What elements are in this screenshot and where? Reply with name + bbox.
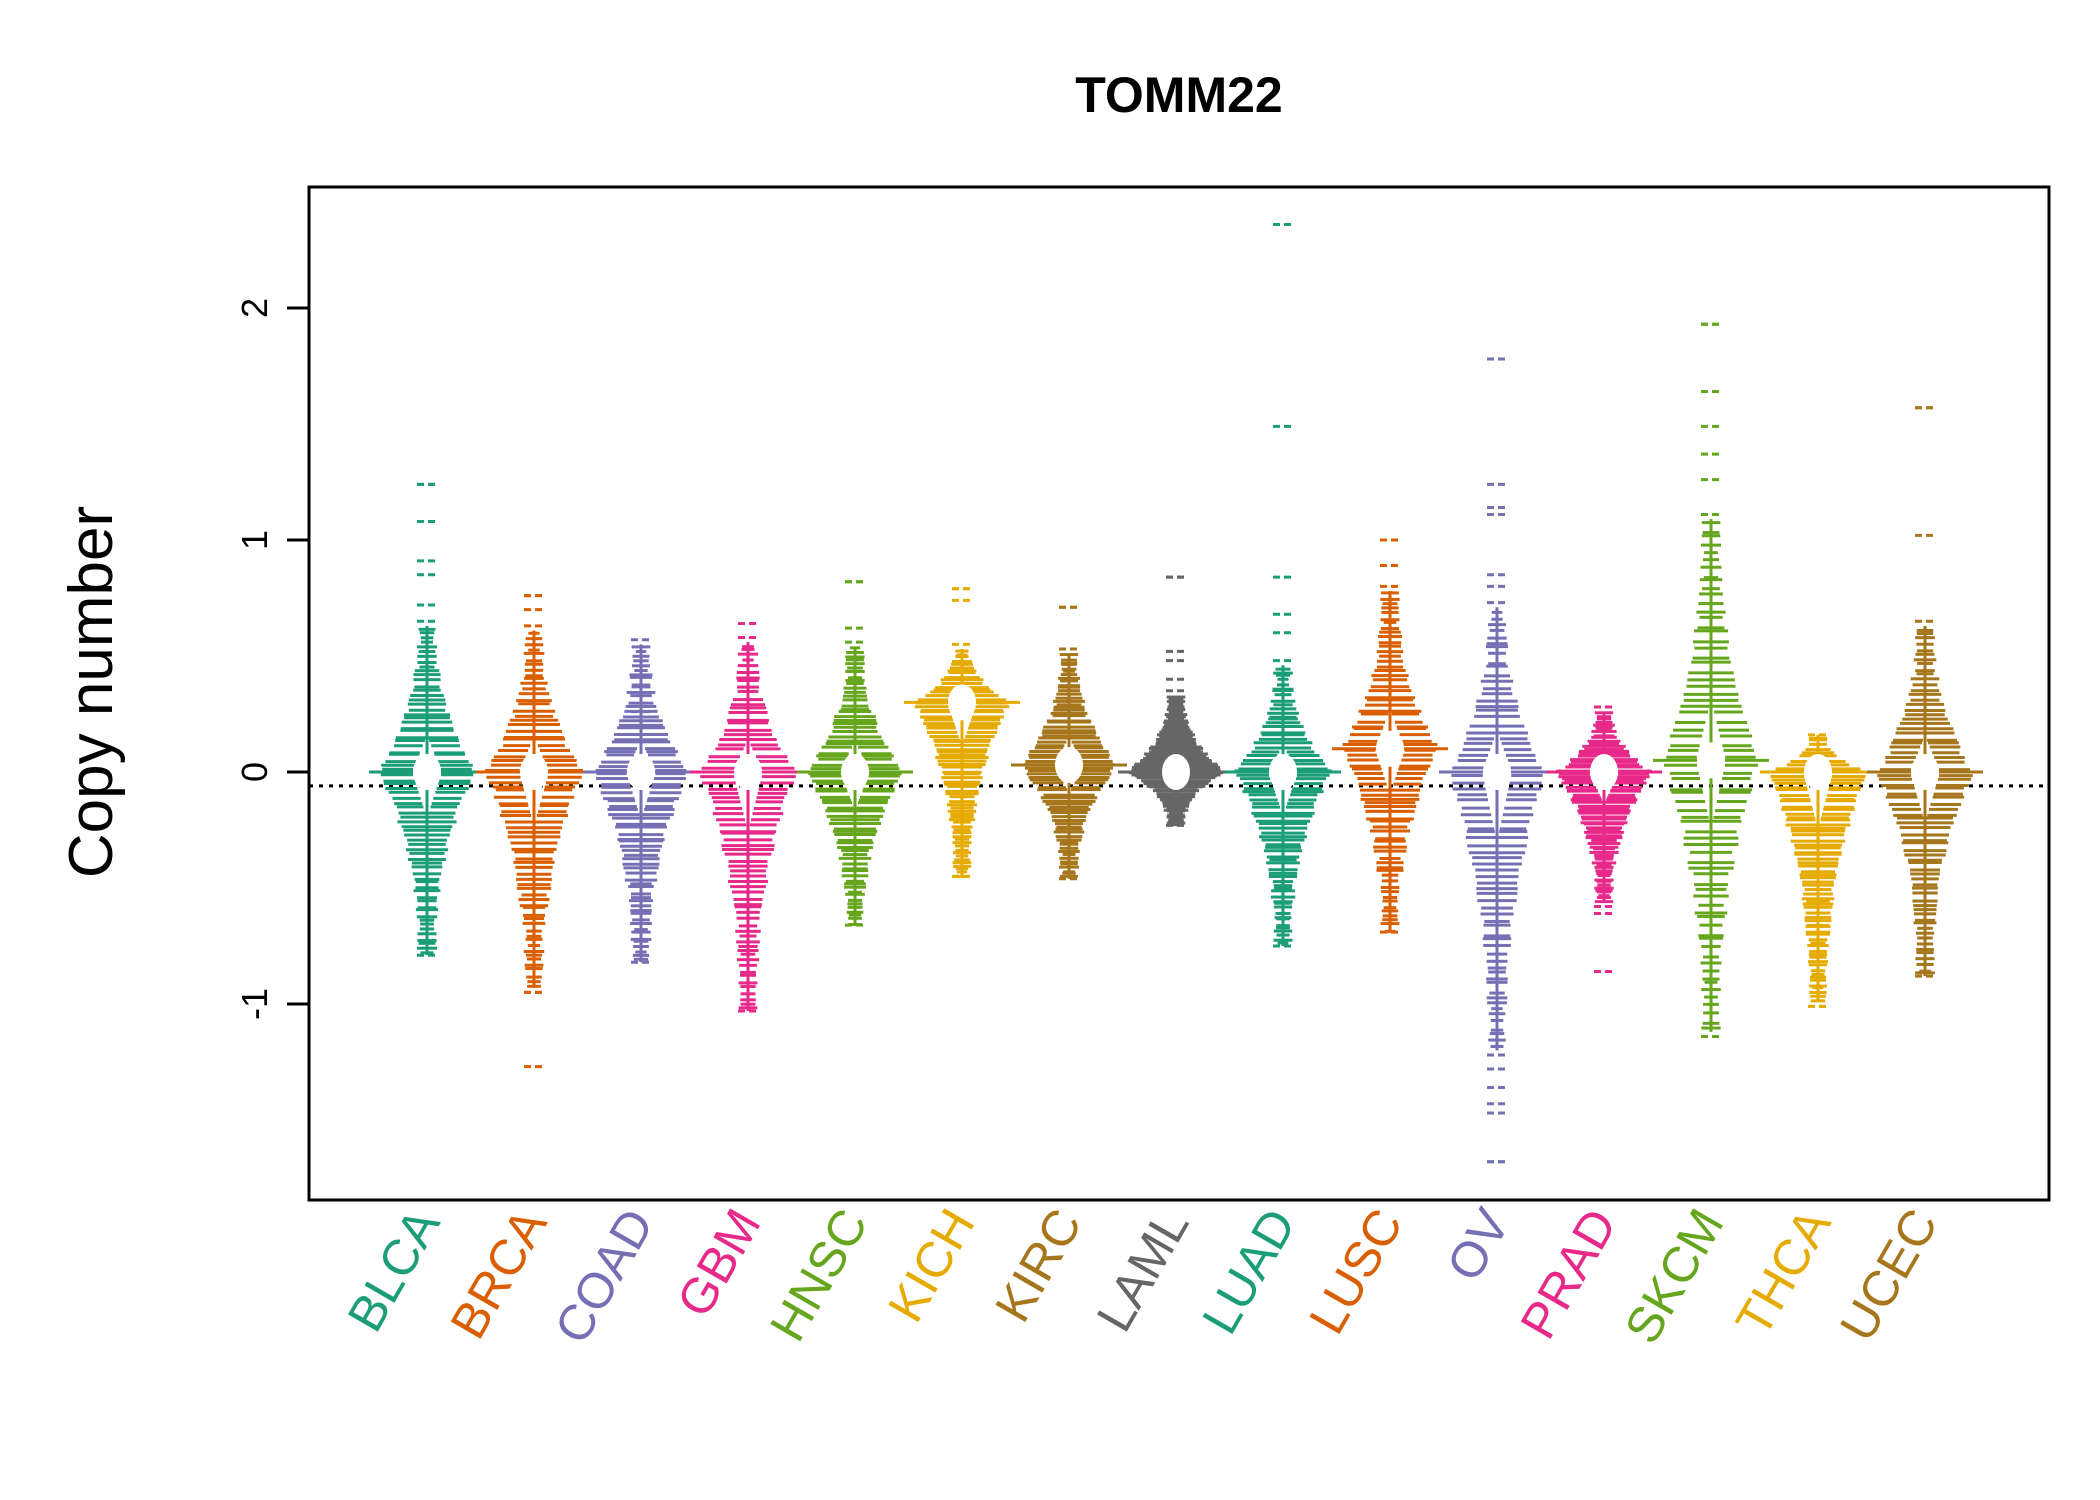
y-axis: -1 0 1 2	[234, 298, 309, 1020]
category-label-brca: BRCA	[440, 1199, 558, 1348]
chart-title: TOMM22	[1075, 67, 1282, 123]
category-label-laml: LAML	[1086, 1200, 1200, 1341]
series-hnsc	[797, 580, 913, 927]
category-label-coad: COAD	[544, 1200, 665, 1353]
median-gap	[1376, 730, 1404, 767]
y-tick-label: -1	[234, 988, 275, 1020]
median-gap	[1162, 754, 1190, 790]
median-gap	[734, 754, 762, 790]
median-gap	[1055, 747, 1083, 784]
category-label-lusc: LUSC	[1298, 1200, 1413, 1344]
series-luad	[1225, 222, 1341, 948]
median-gap	[413, 754, 441, 790]
median-gap	[841, 754, 869, 790]
series-prad	[1546, 705, 1662, 974]
category-label-thca: THCA	[1725, 1199, 1842, 1345]
category-label-kirc: KIRC	[984, 1200, 1092, 1331]
category-label-ov: OV	[1436, 1199, 1521, 1290]
series-ov	[1439, 357, 1555, 1164]
category-label-prad: PRAD	[1510, 1200, 1628, 1348]
series-thca	[1760, 733, 1876, 1008]
category-label-ucec: UCEC	[1829, 1200, 1948, 1351]
series-blca	[369, 482, 485, 957]
series-laml	[1118, 575, 1234, 827]
plot-marks	[309, 222, 2049, 1164]
median-gap	[1483, 754, 1511, 790]
median-gap	[1911, 754, 1939, 790]
y-tick-label: 2	[234, 298, 275, 318]
series-skcm	[1653, 322, 1769, 1038]
series-coad	[583, 638, 699, 964]
median-gap	[948, 684, 976, 721]
series-brca	[476, 594, 592, 1069]
category-label-blca: BLCA	[337, 1199, 451, 1341]
median-gap	[1697, 742, 1725, 779]
median-gap	[627, 754, 655, 790]
category-label-kich: KICH	[877, 1200, 985, 1331]
category-label-luad: LUAD	[1191, 1200, 1306, 1344]
median-gap	[1269, 754, 1297, 790]
median-gap	[1590, 754, 1618, 790]
category-label-hnsc: HNSC	[759, 1200, 878, 1351]
y-tick-label: 0	[234, 762, 275, 782]
series-kirc	[1011, 605, 1127, 881]
series-gbm	[690, 622, 806, 1013]
y-axis-label: Copy number	[57, 506, 126, 878]
y-tick-label: 1	[234, 530, 275, 550]
median-gap	[520, 754, 548, 790]
series-ucec	[1867, 406, 1983, 978]
median-gap	[1804, 754, 1832, 790]
series-kich	[904, 587, 1020, 878]
series-lusc	[1332, 538, 1448, 934]
plot-frame	[307, 185, 2051, 1202]
category-label-gbm: GBM	[666, 1200, 771, 1327]
category-label-skcm: SKCM	[1614, 1200, 1735, 1353]
